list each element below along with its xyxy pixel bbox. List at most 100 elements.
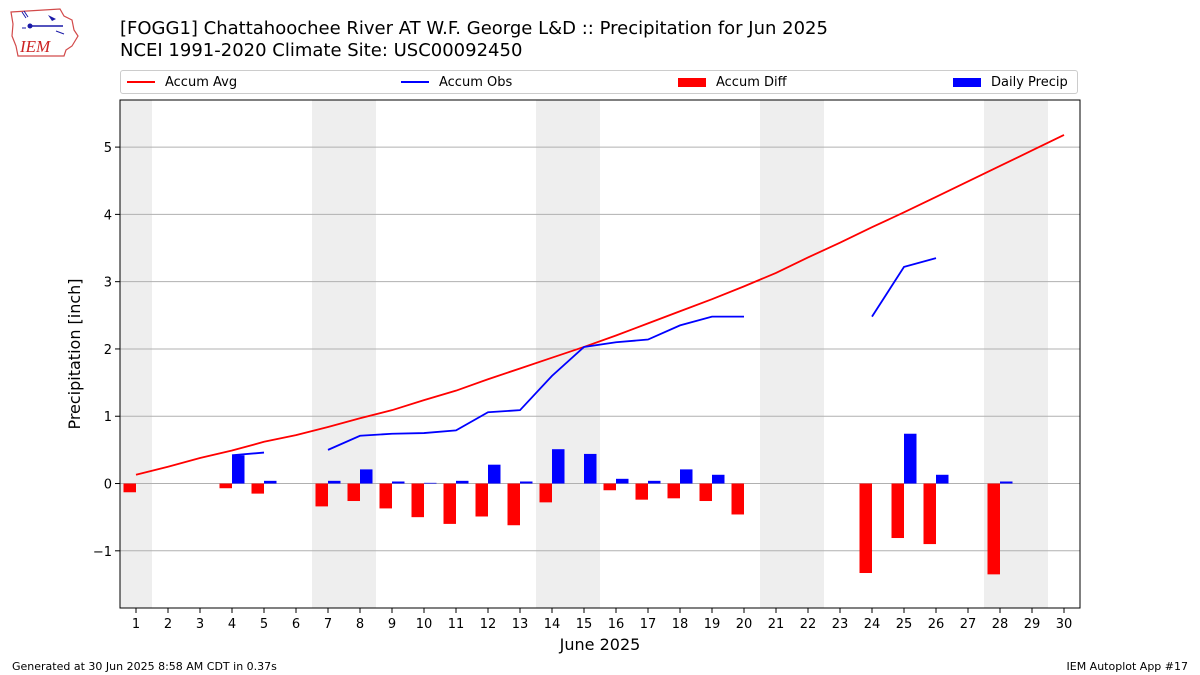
legend-item-accum-obs: Accum Obs bbox=[401, 74, 512, 90]
x-tick-label: 20 bbox=[736, 617, 753, 632]
logo-text: IEM bbox=[19, 37, 51, 56]
accum-avg-line bbox=[135, 134, 1065, 476]
x-tick-label: 27 bbox=[960, 617, 977, 632]
y-axis-label: Precipitation [inch] bbox=[65, 278, 84, 429]
x-tick-label: 5 bbox=[260, 617, 268, 632]
chart-title: [FOGG1] Chattahoochee River AT W.F. Geor… bbox=[120, 18, 828, 39]
diff-bar bbox=[891, 483, 904, 539]
y-tick-label: 4 bbox=[104, 208, 112, 223]
daily-bar bbox=[424, 482, 437, 484]
footer-generated: Generated at 30 Jun 2025 8:58 AM CDT in … bbox=[12, 660, 277, 673]
daily-bar bbox=[680, 469, 693, 484]
legend-swatch bbox=[401, 81, 429, 83]
diff-bar bbox=[699, 483, 712, 502]
x-tick-label: 1 bbox=[132, 617, 140, 632]
diff-bar bbox=[315, 483, 328, 507]
daily-bar bbox=[520, 481, 533, 484]
diff-bar bbox=[219, 483, 232, 489]
x-tick-label: 30 bbox=[1056, 617, 1073, 632]
x-tick-label: 26 bbox=[928, 617, 945, 632]
legend-label: Accum Diff bbox=[716, 74, 787, 90]
diff-bar bbox=[923, 483, 936, 545]
y-tick-label: 0 bbox=[104, 478, 112, 493]
diff-bar bbox=[123, 483, 136, 493]
daily-bar bbox=[584, 453, 597, 484]
accum-obs-line bbox=[871, 257, 937, 318]
daily-bar bbox=[360, 469, 373, 484]
x-tick-label: 8 bbox=[356, 617, 364, 632]
x-tick-label: 23 bbox=[832, 617, 849, 632]
x-axis-label: June 2025 bbox=[559, 635, 641, 654]
daily-bar bbox=[328, 480, 341, 484]
daily-bar bbox=[712, 474, 725, 484]
legend-label: Accum Avg bbox=[165, 74, 238, 90]
x-tick-label: 17 bbox=[640, 617, 657, 632]
x-tick-label: 15 bbox=[576, 617, 593, 632]
diff-bar bbox=[251, 483, 264, 494]
x-tick-label: 6 bbox=[292, 617, 300, 632]
x-tick-label: 4 bbox=[228, 617, 236, 632]
daily-bar bbox=[904, 433, 917, 484]
diff-bar bbox=[635, 483, 648, 500]
x-tick-label: 2 bbox=[164, 617, 172, 632]
daily-bar bbox=[232, 455, 245, 484]
daily-bar bbox=[616, 478, 629, 484]
y-tick-label: 2 bbox=[104, 343, 112, 358]
legend-item-daily-precip: Daily Precip bbox=[953, 74, 1068, 90]
x-tick-label: 29 bbox=[1024, 617, 1041, 632]
y-tick-label: 3 bbox=[104, 276, 112, 291]
daily-bar bbox=[552, 449, 565, 484]
x-tick-label: 12 bbox=[480, 617, 497, 632]
x-tick-label: 22 bbox=[800, 617, 817, 632]
iem-logo: IEM bbox=[10, 8, 79, 57]
diff-bar bbox=[987, 483, 1000, 575]
y-tick-label: 5 bbox=[104, 141, 112, 156]
chart-legend: Accum Avg Accum Obs Accum Diff Daily Pre… bbox=[120, 70, 1078, 94]
accum-obs-line bbox=[327, 315, 744, 451]
diff-bar bbox=[411, 483, 424, 518]
y-tick-label: 1 bbox=[104, 410, 112, 425]
daily-bar bbox=[936, 474, 949, 484]
weekend-shade bbox=[536, 100, 600, 608]
chart-subtitle: NCEI 1991-2020 Climate Site: USC00092450 bbox=[120, 40, 523, 61]
legend-label: Daily Precip bbox=[991, 74, 1068, 90]
legend-item-accum-diff: Accum Diff bbox=[678, 74, 787, 90]
diff-bar bbox=[443, 483, 456, 524]
accum-obs-line bbox=[231, 451, 265, 457]
y-tick-label: −1 bbox=[93, 545, 112, 560]
footer-app: IEM Autoplot App #17 bbox=[1066, 660, 1189, 673]
diff-bar bbox=[731, 483, 744, 515]
x-tick-label: 10 bbox=[416, 617, 433, 632]
daily-bar bbox=[264, 480, 277, 484]
x-tick-label: 16 bbox=[608, 617, 625, 632]
legend-swatch bbox=[678, 77, 706, 87]
weekend-shade bbox=[760, 100, 824, 608]
daily-bar bbox=[456, 480, 469, 484]
diff-bar bbox=[475, 483, 488, 517]
x-tick-label: 25 bbox=[896, 617, 913, 632]
diff-bar bbox=[859, 483, 872, 574]
daily-bar bbox=[648, 480, 661, 484]
x-tick-label: 21 bbox=[768, 617, 785, 632]
diff-bar bbox=[379, 483, 392, 509]
x-tick-label: 11 bbox=[448, 617, 465, 632]
weekend-shade bbox=[312, 100, 376, 608]
x-tick-label: 3 bbox=[196, 617, 204, 632]
legend-swatch bbox=[953, 77, 981, 87]
legend-item-accum-avg: Accum Avg bbox=[127, 74, 237, 90]
x-tick-label: 24 bbox=[864, 617, 881, 632]
x-tick-label: 18 bbox=[672, 617, 689, 632]
daily-bar bbox=[1000, 481, 1013, 484]
diff-bar bbox=[667, 483, 680, 499]
x-tick-label: 9 bbox=[388, 617, 396, 632]
x-tick-label: 19 bbox=[704, 617, 721, 632]
daily-bar bbox=[488, 464, 501, 484]
weekend-shade bbox=[120, 100, 152, 608]
diff-bar bbox=[347, 483, 360, 502]
diff-bar bbox=[539, 483, 552, 503]
daily-bar bbox=[392, 481, 405, 484]
x-tick-label: 14 bbox=[544, 617, 561, 632]
x-tick-label: 7 bbox=[324, 617, 332, 632]
legend-label: Accum Obs bbox=[439, 74, 513, 90]
